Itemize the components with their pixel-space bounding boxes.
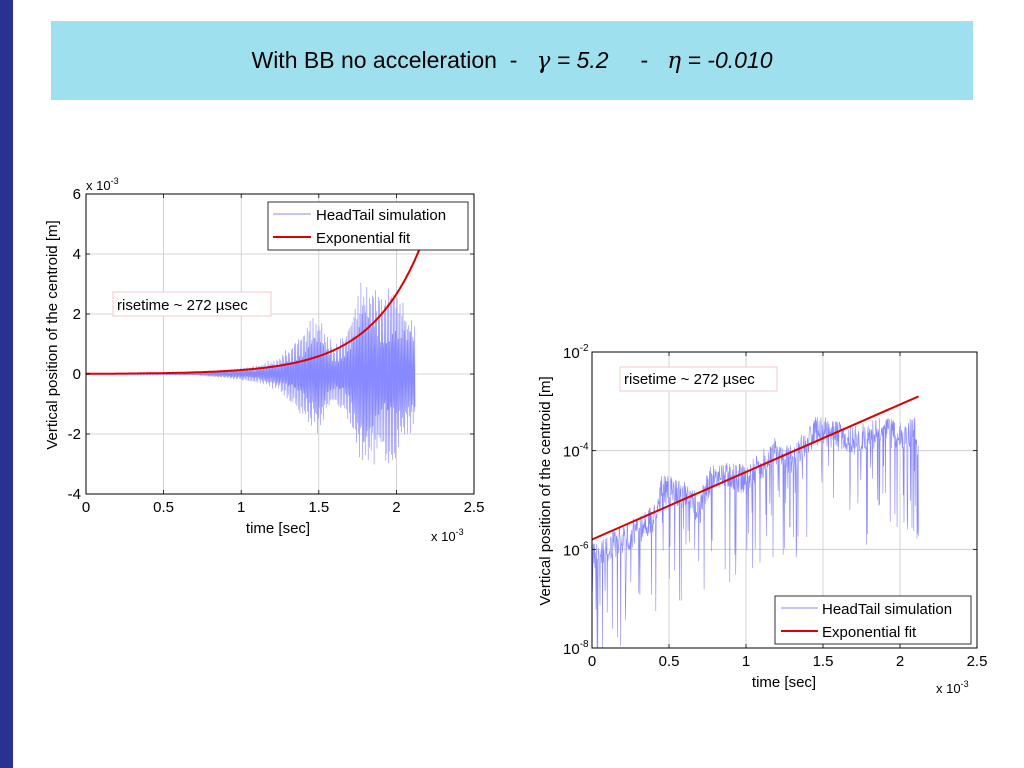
linear-chart-sim-series xyxy=(86,282,416,465)
title-prefix: With BB no acceleration xyxy=(251,47,497,73)
y-tick-label: 2 xyxy=(73,306,81,323)
y-tick-label: 10-4 xyxy=(563,442,589,461)
y-tick-label: 10-2 xyxy=(563,343,589,362)
title-dash-2: - xyxy=(640,47,649,73)
plot-frame xyxy=(85,193,475,495)
x-tick-label: 2.5 xyxy=(464,499,485,516)
log-chart-x-multiplier: x 10-3 xyxy=(936,679,969,696)
x-tick-label: 0.5 xyxy=(659,653,680,670)
y-tick-label: 4 xyxy=(73,246,81,263)
x-tick-label: 1 xyxy=(742,653,750,670)
x-tick-label: 2 xyxy=(896,653,904,670)
y-tick-label: -2 xyxy=(68,426,81,443)
linear-chart-ticks: 0 0.5 1 1.5 2 2.5 -4 -2 0 2 4 6 xyxy=(68,186,485,516)
slide-title-banner: With BB no acceleration - γ = 5.2 - η = … xyxy=(51,21,973,100)
slide-title: With BB no acceleration - γ = 5.2 - η = … xyxy=(251,47,772,74)
x-tick-label: 0 xyxy=(82,499,90,516)
x-tick-label: 2 xyxy=(392,499,400,516)
log-chart-grid xyxy=(592,352,977,648)
x-tick-label: 2.5 xyxy=(967,653,988,670)
sim-series-line xyxy=(86,282,416,465)
sim-series-line xyxy=(591,416,919,649)
y-tick-label: -4 xyxy=(68,486,81,503)
title-dash-1: - xyxy=(509,47,518,73)
linear-chart-x-multiplier: x 10-3 xyxy=(431,527,464,544)
y-tick-label: 0 xyxy=(73,366,81,383)
log-chart-xlabel: time [sec] xyxy=(752,674,816,691)
log-chart-ticks: 0 0.5 1 1.5 2 2.5 10-8 10-6 10-4 10-2 xyxy=(563,343,987,670)
linear-chart-axes xyxy=(85,193,475,495)
x-tick-label: 1.5 xyxy=(308,499,329,516)
log-chart-fit-series xyxy=(591,395,919,541)
y-tick-label: 6 xyxy=(73,186,81,203)
gamma-symbol: γ xyxy=(536,48,551,74)
y-tick-label: 10-6 xyxy=(563,540,589,559)
linear-chart-legend: HeadTail simulation Exponential fit xyxy=(267,201,469,251)
linear-chart-grid xyxy=(86,194,474,494)
log-chart-annotation-text: risetime ~ 272 µsec xyxy=(624,371,755,388)
linear-chart-annotation: risetime ~ 272 µsec xyxy=(112,291,272,317)
log-chart-ylabel: Vertical position of the centroid [m] xyxy=(537,376,554,605)
x-tick-label: 1.5 xyxy=(813,653,834,670)
y-tick-label: 10-8 xyxy=(563,639,589,658)
x-tick-label: 0.5 xyxy=(153,499,174,516)
log-legend-fit: Exponential fit xyxy=(822,624,917,641)
log-chart-axes xyxy=(591,351,978,649)
fit-series-line xyxy=(591,395,919,541)
log-legend-sim: HeadTail simulation xyxy=(822,601,952,618)
linear-chart-ylabel: Vertical position of the centroid [m] xyxy=(44,220,61,449)
linear-chart-fit-series xyxy=(86,248,421,375)
plot-frame xyxy=(591,351,978,649)
linear-legend-sim: HeadTail simulation xyxy=(316,207,446,224)
gamma-value: = 5.2 xyxy=(556,47,609,73)
linear-chart-xlabel: time [sec] xyxy=(246,520,310,537)
eta-symbol: η xyxy=(667,48,682,74)
log-chart-sim-series xyxy=(591,416,919,649)
fit-series-line xyxy=(86,248,421,375)
log-chart-annotation: risetime ~ 272 µsec xyxy=(619,366,778,392)
linear-chart-y-multiplier: x 10-3 xyxy=(86,176,119,193)
x-tick-label: 0 xyxy=(588,653,596,670)
slide-sidebar-stripe xyxy=(0,0,13,768)
linear-chart-annotation-text: risetime ~ 272 µsec xyxy=(117,297,248,314)
log-chart-legend: HeadTail simulation Exponential fit xyxy=(774,595,972,645)
eta-value: = -0.010 xyxy=(687,47,773,73)
linear-legend-fit: Exponential fit xyxy=(316,230,411,247)
x-tick-label: 1 xyxy=(237,499,245,516)
